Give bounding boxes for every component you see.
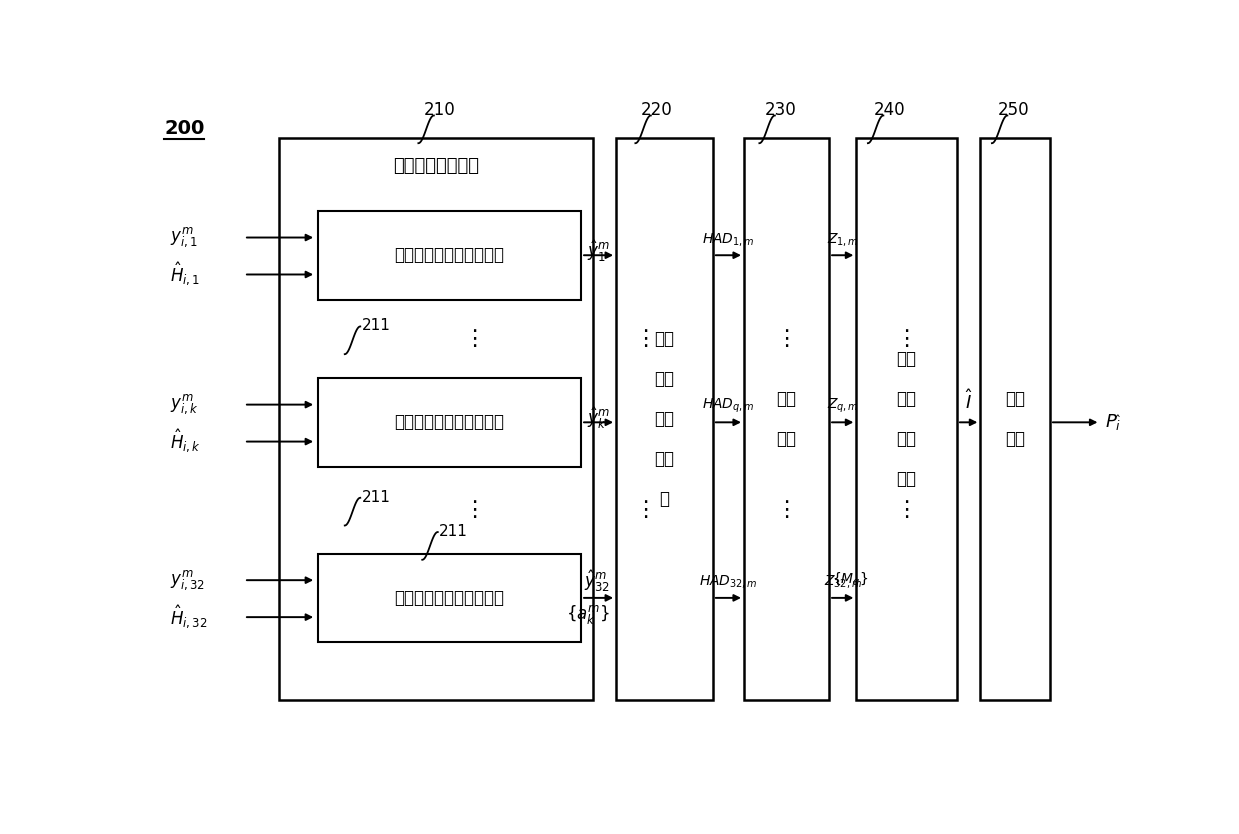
Bar	[980, 138, 1049, 700]
Text: 210: 210	[424, 101, 456, 118]
Text: 查表: 查表	[1005, 389, 1025, 408]
Text: 子载波输入信号估测装置: 子载波输入信号估测装置	[394, 589, 504, 607]
Text: ⋮: ⋮	[776, 500, 798, 520]
Text: $\hat{y}_k^{m}$: $\hat{y}_k^{m}$	[587, 405, 610, 431]
Text: $Z_{32,m}$: $Z_{32,m}$	[824, 573, 861, 590]
Text: 220: 220	[642, 101, 673, 118]
Text: 装置: 装置	[897, 470, 917, 488]
Text: $y_{i,k}^{m}$: $y_{i,k}^{m}$	[171, 393, 199, 416]
Text: 快束: 快束	[654, 329, 674, 348]
Text: 装置: 装置	[1005, 430, 1025, 448]
Text: $\{a_k^m\}$: $\{a_k^m\}$	[566, 603, 610, 626]
Text: 230: 230	[766, 101, 797, 118]
Text: 子载波输入信号估测装置: 子载波输入信号估测装置	[394, 414, 504, 431]
Text: 211: 211	[362, 319, 390, 334]
Text: $\hat{y}_{32}^{m}$: $\hat{y}_{32}^{m}$	[584, 568, 610, 594]
Text: ⋮: ⋮	[463, 329, 486, 349]
Text: ⋮: ⋮	[896, 329, 918, 349]
Text: 置: 置	[659, 490, 669, 508]
Bar	[743, 138, 829, 700]
Text: 决定: 决定	[897, 430, 917, 448]
Text: 240: 240	[873, 101, 906, 118]
Text: ⋮: ⋮	[634, 500, 657, 520]
Text: 211: 211	[362, 490, 390, 505]
Text: 装置: 装置	[777, 430, 797, 448]
Text: 字码: 字码	[897, 349, 917, 368]
Text: 200: 200	[165, 118, 204, 138]
Bar	[279, 138, 592, 700]
Bar	[616, 138, 712, 700]
Text: $Z_{q,m}$: $Z_{q,m}$	[826, 396, 859, 414]
Text: 211: 211	[440, 524, 468, 539]
Text: $\{M_q\}$: $\{M_q\}$	[833, 571, 869, 590]
Text: 250: 250	[997, 101, 1030, 118]
Bar	[317, 211, 581, 299]
Text: 输入信号估测装置: 输入信号估测装置	[393, 157, 478, 175]
Text: $\hat{H}_{i,32}$: $\hat{H}_{i,32}$	[171, 604, 208, 631]
Text: $y_{i,32}^{m}$: $y_{i,32}^{m}$	[171, 569, 206, 592]
Text: 索引: 索引	[897, 389, 917, 408]
Text: $\hat{H}_{i,1}$: $\hat{H}_{i,1}$	[171, 261, 201, 288]
Bar	[856, 138, 957, 700]
Text: 换装: 换装	[654, 450, 674, 468]
Text: $\hat{I}$: $\hat{I}$	[965, 389, 973, 413]
Text: ⋮: ⋮	[634, 329, 657, 349]
Bar	[317, 378, 581, 466]
Text: 码转: 码转	[654, 409, 674, 428]
Text: 遣罩: 遣罩	[777, 389, 797, 408]
Text: $HAD_{1,m}$: $HAD_{1,m}$	[703, 230, 755, 248]
Text: $\hat{y}_1^{m}$: $\hat{y}_1^{m}$	[587, 239, 610, 264]
Text: $Z_{1,m}$: $Z_{1,m}$	[826, 230, 859, 248]
Text: $HAD_{32,m}$: $HAD_{32,m}$	[699, 573, 758, 590]
Text: 子载波输入信号估测装置: 子载波输入信号估测装置	[394, 246, 504, 264]
Text: $P_{\hat{i}}$: $P_{\hat{i}}$	[1105, 412, 1121, 432]
Text: 合答: 合答	[654, 369, 674, 388]
Text: $\hat{H}_{i,k}$: $\hat{H}_{i,k}$	[171, 428, 202, 455]
Text: ⋮: ⋮	[776, 329, 798, 349]
Text: $HAD_{q,m}$: $HAD_{q,m}$	[703, 396, 755, 414]
Text: $y_{i,1}^{m}$: $y_{i,1}^{m}$	[171, 226, 198, 249]
Text: ⋮: ⋮	[896, 500, 918, 520]
Text: ⋮: ⋮	[463, 500, 486, 520]
Bar	[317, 554, 581, 642]
